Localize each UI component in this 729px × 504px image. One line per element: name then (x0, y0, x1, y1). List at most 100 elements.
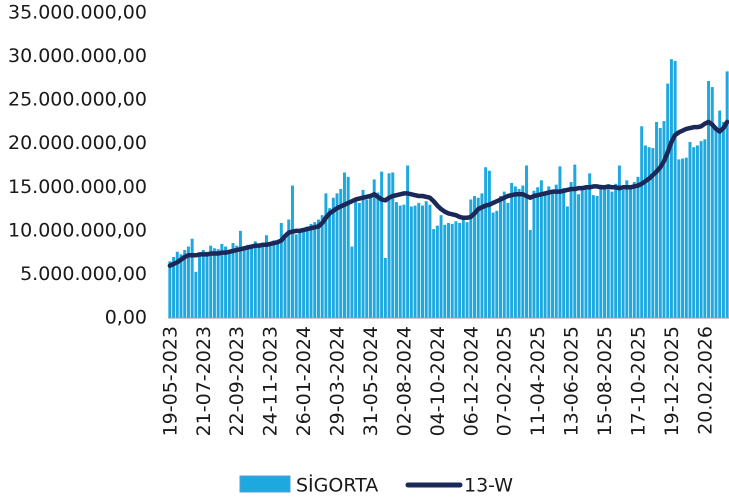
bar (692, 147, 696, 318)
bar (186, 246, 190, 318)
bar (710, 87, 714, 318)
bar (487, 170, 491, 318)
bar (428, 204, 432, 318)
x-tick-label: 02-08-2024 (393, 326, 415, 436)
bar (335, 193, 339, 318)
bar (168, 261, 172, 318)
bar (565, 206, 569, 318)
bar (294, 234, 298, 318)
bar (368, 196, 372, 318)
bar (465, 222, 469, 318)
x-tick-label: 11-04-2025 (527, 326, 549, 436)
bar (551, 189, 555, 318)
bar (183, 250, 187, 318)
bar (198, 252, 202, 318)
x-tick-label: 13-06-2025 (561, 326, 583, 436)
bar (588, 173, 592, 318)
bar (721, 121, 725, 318)
bar (406, 165, 410, 318)
y-tick-label: 0,00 (105, 307, 147, 329)
y-tick-label: 25.000.000,00 (8, 89, 147, 111)
bar (454, 221, 458, 318)
bar (357, 202, 361, 318)
bar (331, 197, 335, 318)
bar (662, 121, 666, 318)
bar (220, 243, 224, 318)
bar (554, 184, 558, 318)
legend-label: 13-W (464, 475, 513, 497)
bar (547, 186, 551, 318)
bar (584, 187, 588, 318)
bar (276, 242, 280, 318)
y-tick-label: 30.000.000,00 (8, 45, 147, 67)
bar (380, 171, 384, 318)
bar (543, 192, 547, 318)
legend-label: SİGORTA (296, 474, 378, 497)
x-tick-label: 19-12-2025 (661, 326, 683, 436)
bar (354, 201, 358, 318)
bar (264, 235, 268, 318)
bar (216, 249, 220, 318)
x-tick-label: 04-10-2024 (427, 326, 449, 436)
bar (718, 110, 722, 318)
bar (677, 159, 681, 318)
bar (309, 223, 313, 318)
bar (461, 219, 465, 318)
bar (447, 223, 450, 318)
bar (242, 247, 246, 318)
x-tick-label: 17-10-2025 (627, 326, 649, 436)
bar (699, 141, 703, 318)
bar (458, 223, 462, 318)
bar (725, 71, 729, 318)
bar (636, 176, 640, 318)
bar (629, 188, 633, 318)
y-tick-label: 10.000.000,00 (8, 219, 147, 241)
bar (484, 167, 488, 318)
bar (614, 183, 618, 318)
bar (603, 185, 607, 318)
bar (253, 241, 257, 318)
bar (695, 145, 699, 318)
bar (643, 145, 647, 318)
y-tick-label: 5.000.000,00 (20, 263, 147, 285)
bar (194, 271, 198, 318)
y-tick-label: 15.000.000,00 (8, 176, 147, 198)
bar (517, 189, 521, 318)
bar (577, 194, 581, 318)
bar (302, 228, 306, 318)
bar (595, 196, 599, 318)
bar (562, 188, 566, 318)
bar (346, 176, 350, 318)
bar (402, 204, 406, 318)
bar (621, 189, 625, 318)
bar (283, 236, 287, 318)
bar (350, 246, 354, 318)
x-tick-label: 15-08-2025 (594, 326, 616, 436)
bar (179, 254, 183, 318)
bar (491, 212, 495, 318)
bar (640, 126, 644, 319)
x-tick-label: 07-02-2025 (494, 326, 516, 436)
bar (387, 173, 391, 318)
bar (655, 121, 659, 318)
bar (391, 172, 395, 318)
bar (432, 229, 436, 318)
bar (342, 172, 346, 318)
bar (536, 187, 540, 318)
bar (480, 193, 484, 318)
bar (257, 243, 261, 318)
x-tick-label: 06-12-2024 (460, 326, 482, 436)
bar (521, 185, 525, 318)
bar (450, 223, 454, 318)
bar (320, 215, 324, 318)
line (167, 119, 729, 268)
bar (569, 182, 573, 318)
x-tick-label: 29-03-2024 (327, 326, 349, 436)
bar (673, 60, 677, 319)
bar (238, 230, 242, 318)
bar (290, 185, 294, 318)
bar (376, 192, 380, 318)
bar (469, 199, 473, 318)
bar (495, 210, 499, 318)
